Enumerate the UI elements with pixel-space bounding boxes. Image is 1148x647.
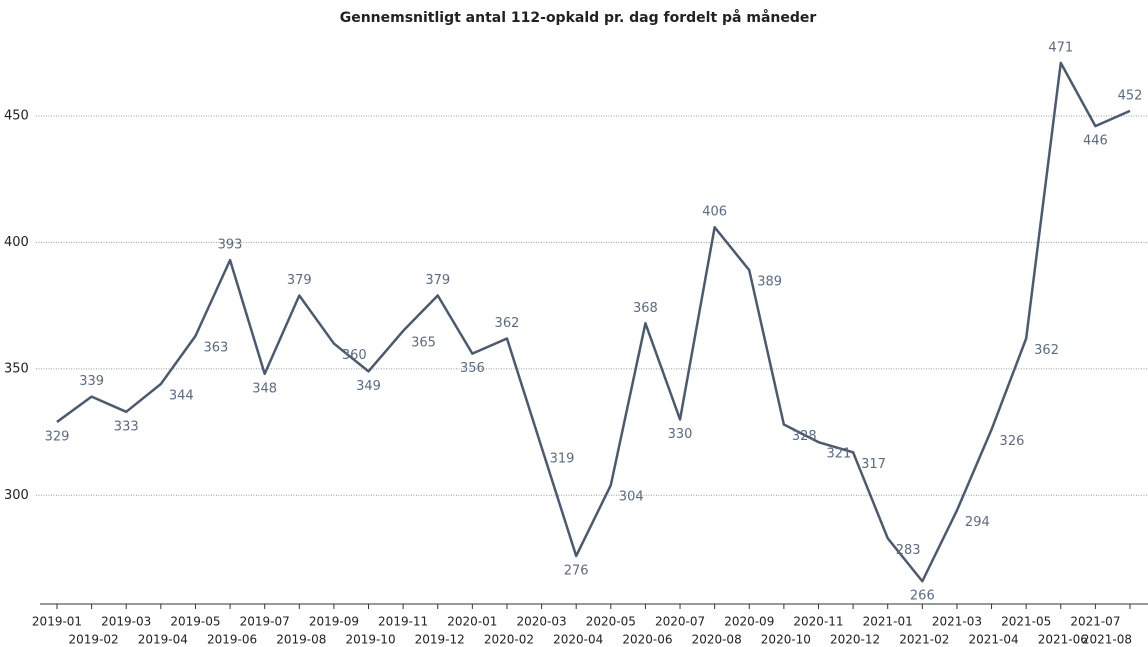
x-tick-label: 2021-08 (1082, 633, 1132, 647)
value-label: 317 (861, 457, 886, 472)
value-label: 349 (356, 379, 381, 394)
x-tick-label: 2020-12 (830, 633, 880, 647)
x-tick-label: 2019-11 (378, 615, 428, 629)
value-label: 452 (1118, 88, 1143, 103)
x-tick-label: 2020-08 (692, 633, 742, 647)
value-label: 348 (252, 381, 277, 396)
x-tick-label: 2019-01 (32, 615, 82, 629)
x-tick-label: 2021-07 (1070, 615, 1120, 629)
value-label: 365 (411, 335, 436, 350)
x-tick-label: 2020-01 (447, 615, 497, 629)
y-tick-label: 450 (4, 108, 29, 123)
value-label: 304 (619, 490, 644, 505)
value-label: 326 (1000, 434, 1025, 449)
y-tick-label: 400 (4, 235, 29, 250)
x-tick-label: 2019-10 (345, 633, 395, 647)
chart-title: Gennemsnitligt antal 112-opkald pr. dag … (340, 9, 817, 26)
value-label: 276 (564, 563, 589, 578)
x-tick-label: 2020-11 (793, 615, 843, 629)
value-label: 330 (668, 427, 693, 442)
x-tick-label: 2019-06 (207, 633, 257, 647)
value-label: 360 (342, 348, 367, 363)
x-tick-label: 2020-03 (517, 615, 567, 629)
x-tick-label: 2019-08 (276, 633, 326, 647)
value-label: 333 (114, 419, 139, 434)
x-tick-label: 2021-05 (1001, 615, 1051, 629)
value-label: 319 (550, 452, 575, 467)
value-label: 283 (896, 543, 921, 558)
x-tick-label: 2019-05 (170, 615, 220, 629)
x-tick-label: 2019-09 (309, 615, 359, 629)
x-tick-label: 2021-04 (968, 633, 1018, 647)
value-label: 328 (792, 429, 817, 444)
value-label: 356 (460, 361, 485, 376)
x-tick-label: 2021-01 (863, 615, 913, 629)
x-tick-label: 2019-02 (69, 633, 119, 647)
value-label: 379 (287, 273, 312, 288)
x-tick-label: 2021-02 (899, 633, 949, 647)
x-tick-label: 2020-06 (622, 633, 672, 647)
x-tick-label: 2019-03 (101, 615, 151, 629)
value-label: 406 (702, 205, 727, 220)
value-label: 294 (965, 515, 990, 530)
value-label: 321 (826, 447, 851, 462)
value-label: 393 (218, 238, 243, 253)
x-tick-label: 2020-05 (586, 615, 636, 629)
value-label: 362 (1034, 343, 1059, 358)
x-tick-label: 2021-03 (932, 615, 982, 629)
value-label: 329 (45, 429, 70, 444)
value-label: 339 (79, 374, 104, 389)
value-label: 362 (495, 316, 520, 331)
x-tick-label: 2020-07 (655, 615, 705, 629)
x-tick-label: 2019-04 (138, 633, 188, 647)
x-tick-label: 2021-06 (1038, 633, 1088, 647)
value-label: 379 (425, 273, 450, 288)
value-label: 266 (910, 589, 935, 604)
x-tick-label: 2019-07 (240, 615, 290, 629)
x-tick-label: 2020-10 (761, 633, 811, 647)
value-label: 344 (169, 389, 194, 404)
value-label: 368 (633, 301, 658, 316)
value-label: 363 (203, 340, 228, 355)
x-tick-label: 2020-04 (553, 633, 603, 647)
x-tick-label: 2019-12 (415, 633, 465, 647)
x-tick-label: 2020-02 (484, 633, 534, 647)
y-tick-label: 350 (4, 361, 29, 376)
value-label: 446 (1083, 134, 1108, 149)
value-label: 471 (1048, 40, 1073, 55)
x-tick-label: 2020-09 (724, 615, 774, 629)
value-label: 389 (757, 275, 782, 290)
series-line (56, 61, 1131, 583)
y-tick-label: 300 (4, 488, 29, 503)
